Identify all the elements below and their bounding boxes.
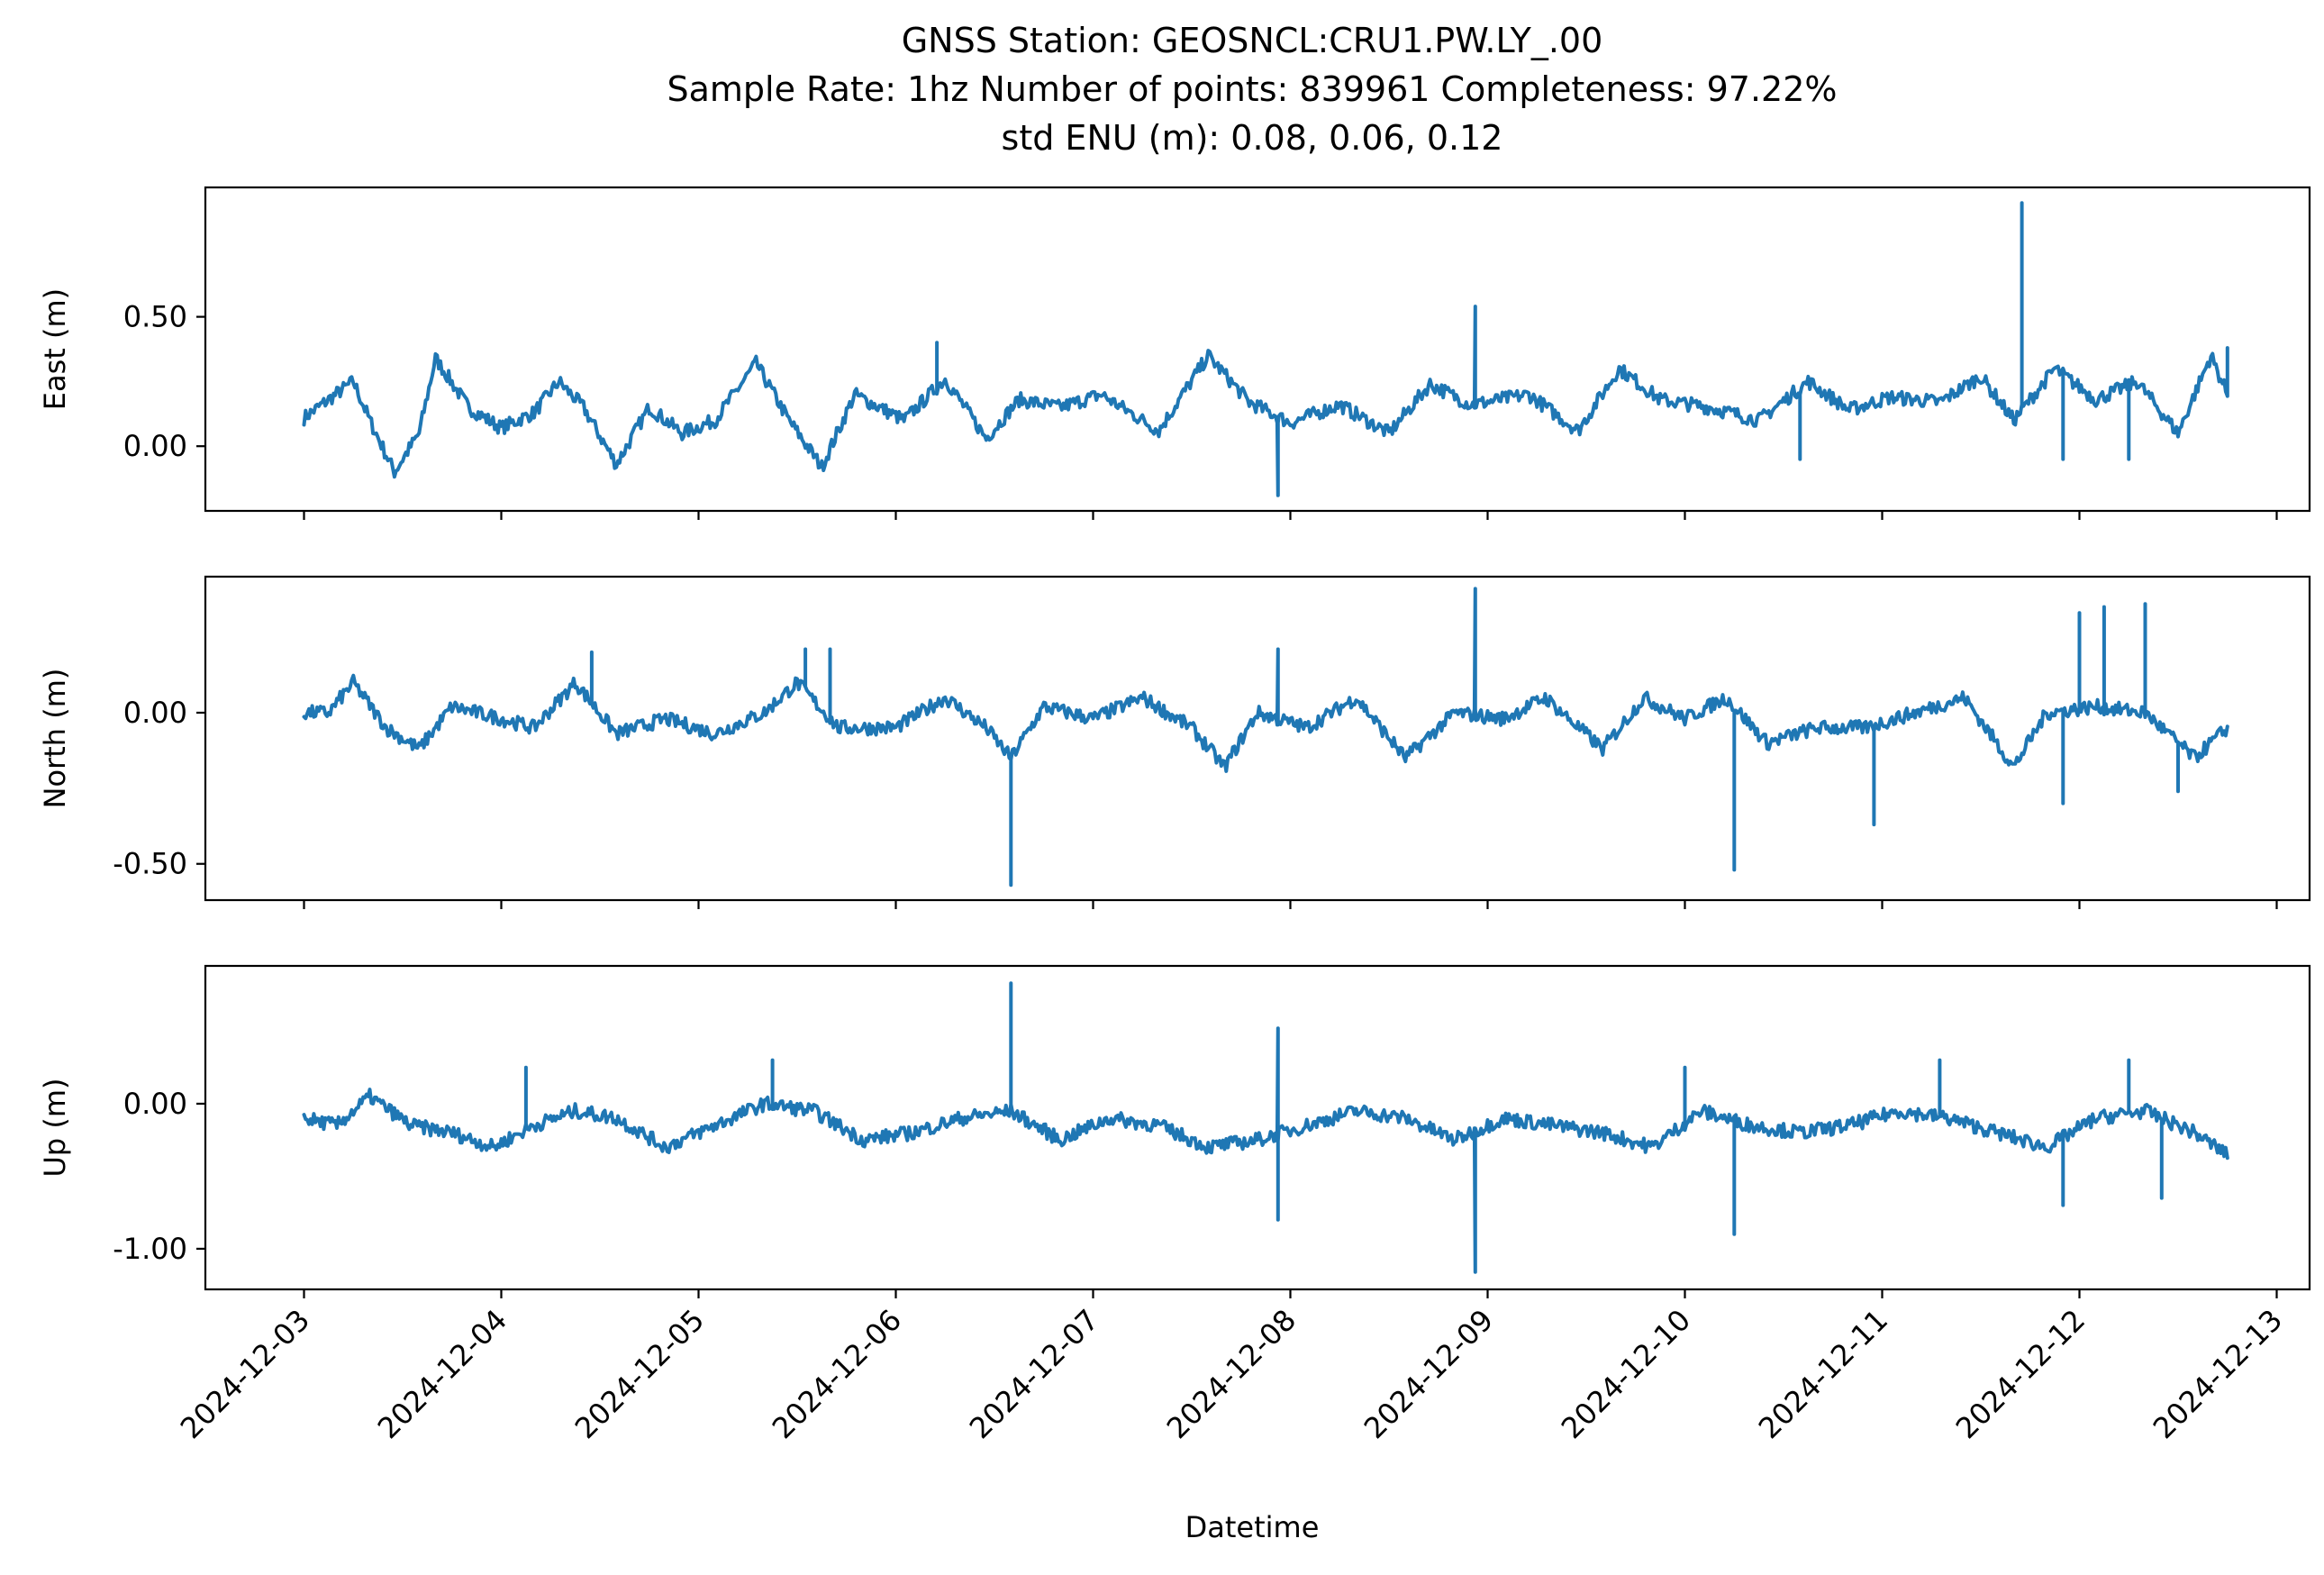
y-axis-label: North (m) <box>38 669 72 809</box>
x-tick-label: 2024-12-03 <box>174 1303 316 1445</box>
x-tick-label: 2024-12-11 <box>1752 1303 1894 1445</box>
x-tick-label: 2024-12-04 <box>371 1303 513 1445</box>
title-line-sample-rate: Sample Rate: 1hz Number of points: 83996… <box>667 69 1838 109</box>
x-tick-label: 2024-12-10 <box>1555 1303 1697 1445</box>
x-tick-label: 2024-12-06 <box>766 1303 908 1445</box>
series-line-north <box>302 587 2229 888</box>
x-tick-label: 2024-12-09 <box>1357 1303 1500 1445</box>
y-tick-label: 0.00 <box>123 696 187 730</box>
panels: 0.00 0.50 East (m) 0.00 -0.50 North (m) 0.00 -1… <box>38 186 2311 1445</box>
panel-0: 0.00 0.50 East (m) <box>38 186 2311 520</box>
x-tick-label: 2024-12-08 <box>1160 1303 1303 1445</box>
panel-2: 0.00 -1.00 2024-12-03 2024-12-04 2024-12-05 2… <box>38 964 2311 1445</box>
x-axis-label: Datetime <box>1185 1510 1320 1544</box>
plot-frame <box>204 964 2311 1291</box>
chart-title: GNSS Station: GEOSNCL:CRU1.PW.LY_.00 Sam… <box>667 21 1838 158</box>
x-tick-label: 2024-12-07 <box>963 1303 1105 1445</box>
y-tick-label: -1.00 <box>113 1232 187 1266</box>
plot-frame <box>204 186 2311 513</box>
y-axis-label: Up (m) <box>38 1078 72 1177</box>
x-tick-label: 2024-12-05 <box>568 1303 711 1445</box>
series-line-east <box>302 201 2229 497</box>
x-tick-label: 2024-12-12 <box>1949 1303 2092 1445</box>
x-tick-label: 2024-12-13 <box>2147 1303 2289 1445</box>
y-tick-label: -0.50 <box>113 847 187 881</box>
plot-frame <box>204 575 2311 902</box>
title-line-std: std ENU (m): 0.08, 0.06, 0.12 <box>1002 118 1503 158</box>
y-axis-label: East (m) <box>38 288 72 410</box>
y-tick-label: 0.00 <box>123 1087 187 1121</box>
panel-1: 0.00 -0.50 North (m) <box>38 575 2311 909</box>
title-line-station: GNSS Station: GEOSNCL:CRU1.PW.LY_.00 <box>902 21 1603 60</box>
y-tick-label: 0.50 <box>123 300 187 334</box>
series-line-up <box>302 981 2229 1274</box>
y-tick-label: 0.00 <box>123 429 187 463</box>
